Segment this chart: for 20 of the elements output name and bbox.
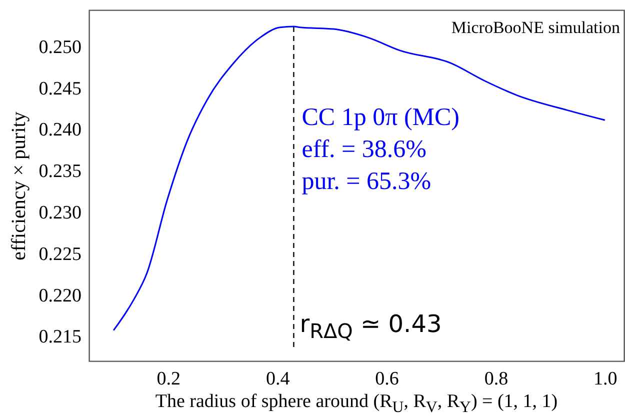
- x-tick-label: 0.2: [156, 368, 181, 390]
- y-tick-label: 0.230: [38, 202, 82, 224]
- annotation: pur. = 65.3%: [302, 168, 432, 195]
- series-label: CC 1p 0π (MC): [302, 104, 460, 131]
- ref-line-label: r$_{RΔQ}$ ≃ 0.43: [300, 310, 442, 343]
- y-tick-label: 0.225: [38, 244, 82, 265]
- y-tick-label: 0.235: [38, 161, 82, 182]
- y-tick-label: 0.220: [38, 285, 82, 306]
- y-axis-title: efficiency × purity: [8, 112, 30, 260]
- x-tick-label: 0.4: [266, 368, 290, 390]
- x-tick-label: 1.0: [594, 368, 618, 390]
- annotation: MicroBooNE simulation: [451, 18, 620, 37]
- y-tick-label: 0.245: [38, 78, 82, 100]
- x-tick-label: 0.8: [484, 368, 508, 390]
- y-tick-label: 0.250: [38, 36, 82, 58]
- y-tick-label: 0.215: [38, 326, 82, 348]
- x-tick-label: 0.6: [375, 368, 399, 390]
- x-axis-title: The radius of sphere around (R$_{U}$, R$_{V}$, R$_{Y}$) = (1, 1, 1): [154, 391, 559, 417]
- y-tick-label: 0.240: [38, 120, 82, 141]
- annotation: eff. = 38.6%: [302, 136, 426, 163]
